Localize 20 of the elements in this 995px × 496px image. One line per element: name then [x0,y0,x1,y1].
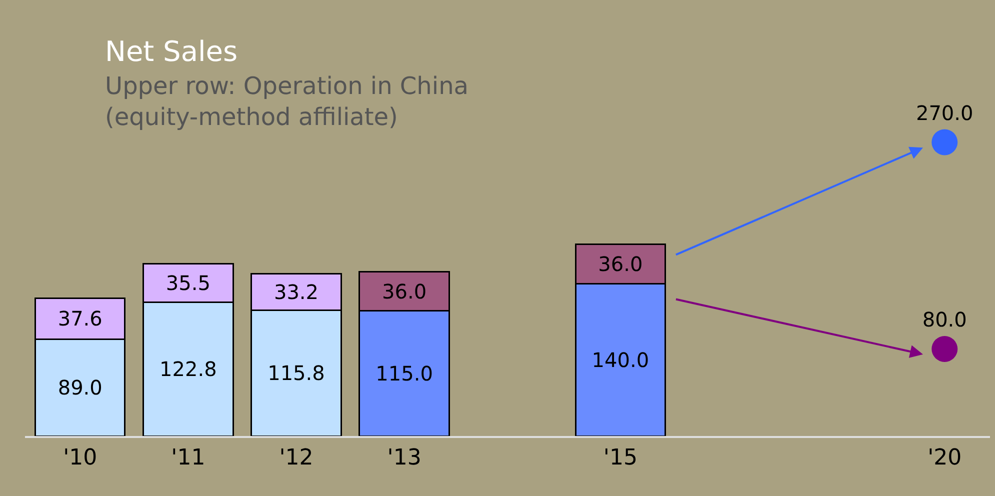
x-tick-label: '13 [387,445,422,470]
x-tick-label: '15 [603,445,638,470]
text: Upper row: Operation in China (equity-method affiliate) [105,72,468,132]
data-label: 140.0 [592,348,650,372]
data-label: 37.6 [58,306,102,331]
data-label: 36.0 [598,252,643,276]
data-label: 36.0 [382,279,427,304]
data-label: 115.0 [376,361,433,386]
data-label: 89.0 [58,376,102,400]
x-tick-label: '11 [171,445,206,470]
data-label: 115.8 [268,361,325,385]
data-label: 33.2 [274,280,318,304]
data-label: 80.0 [922,308,967,332]
x-tick-label: '10 [63,445,98,470]
data-label: 35.5 [166,271,210,296]
data-label: 122.8 [160,357,217,382]
text: Net Sales [105,35,238,68]
x-tick-label: '20 [928,445,962,470]
data-label: 270.0 [916,100,974,125]
x-tick-label: '12 [279,445,314,470]
